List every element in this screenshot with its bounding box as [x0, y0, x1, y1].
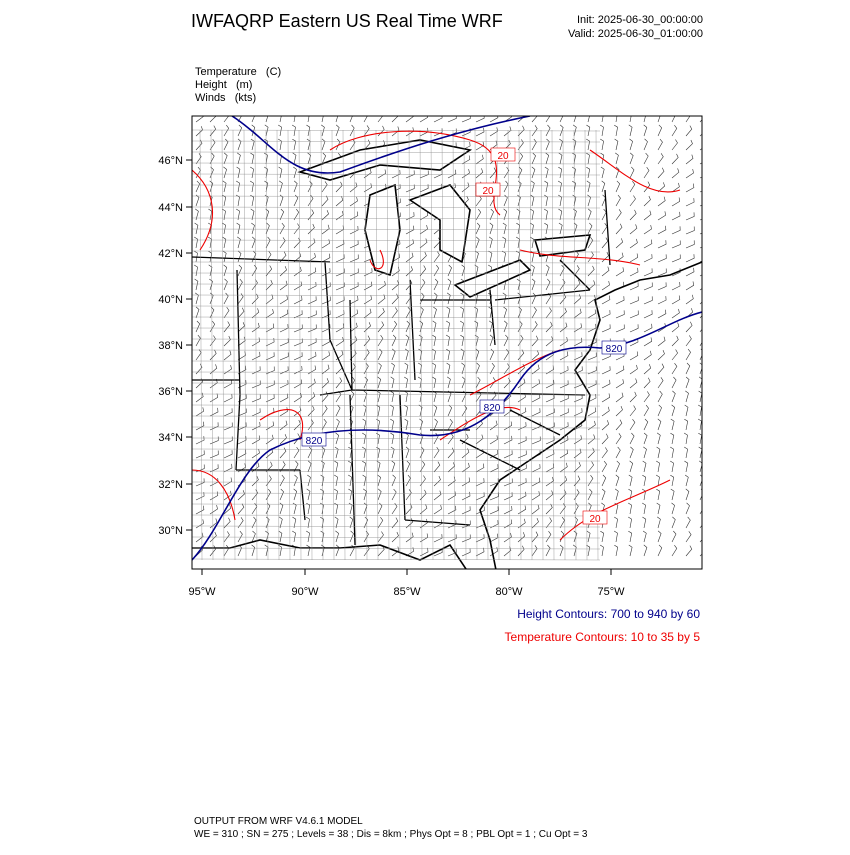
lat-label: 36°N: [158, 386, 183, 398]
county-grid: [192, 129, 601, 561]
axis-ticks: 46°N 44°N 42°N 40°N 38°N 36°N 34°N 32°N 30°N 95°W…: [158, 155, 625, 598]
contour-label: 820: [306, 436, 323, 447]
lat-label: 32°N: [158, 479, 183, 491]
field-label: Temperature (C): [195, 66, 281, 78]
temperature-legend: Temperature Contours: 10 to 35 by 5: [505, 630, 701, 644]
lon-label: 95°W: [188, 586, 216, 598]
lon-label: 80°W: [495, 586, 523, 598]
lat-label: 40°N: [158, 294, 183, 306]
height-contours: [192, 116, 702, 561]
height-legend: Height Contours: 700 to 940 by 60: [517, 607, 700, 621]
contour-label-box: [479, 399, 505, 414]
init-time: Init: 2025-06-30_00:00:00: [577, 14, 703, 26]
lat-label: 38°N: [158, 340, 183, 352]
temperature-contours: [192, 130, 681, 541]
contour-label-box: [601, 340, 627, 355]
wind-barbs: [193, 116, 702, 557]
contour-label-box: [475, 182, 501, 197]
lat-label: 34°N: [158, 432, 183, 444]
coastline: [192, 261, 702, 569]
field-label: Winds (kts): [195, 92, 256, 104]
contour-label: 20: [482, 186, 494, 197]
contour-label: 820: [606, 344, 623, 355]
field-label: Height (m): [195, 79, 252, 91]
contour-label: 20: [497, 151, 509, 162]
lon-label: 85°W: [393, 586, 421, 598]
lat-label: 30°N: [158, 525, 183, 537]
contour-label-box: [490, 147, 516, 162]
title: IWFAQRP Eastern US Real Time WRF: [191, 11, 503, 31]
contour-label: 20: [589, 514, 601, 525]
footer-line: OUTPUT FROM WRF V4.6.1 MODEL: [194, 816, 363, 827]
contour-label: 820: [484, 403, 501, 414]
valid-time: Valid: 2025-06-30_01:00:00: [568, 28, 703, 40]
contour-label-box: [301, 432, 327, 447]
footer-line: WE = 310 ; SN = 275 ; Levels = 38 ; Dis …: [194, 829, 588, 840]
map-frame: [191, 115, 703, 570]
state-borders: [192, 189, 611, 546]
lat-label: 44°N: [158, 202, 183, 214]
lat-label: 42°N: [158, 248, 183, 260]
lon-label: 75°W: [597, 586, 625, 598]
lon-label: 90°W: [291, 586, 319, 598]
map-body: [192, 116, 702, 569]
contour-label-box: [582, 510, 608, 525]
lat-label: 46°N: [158, 155, 183, 167]
